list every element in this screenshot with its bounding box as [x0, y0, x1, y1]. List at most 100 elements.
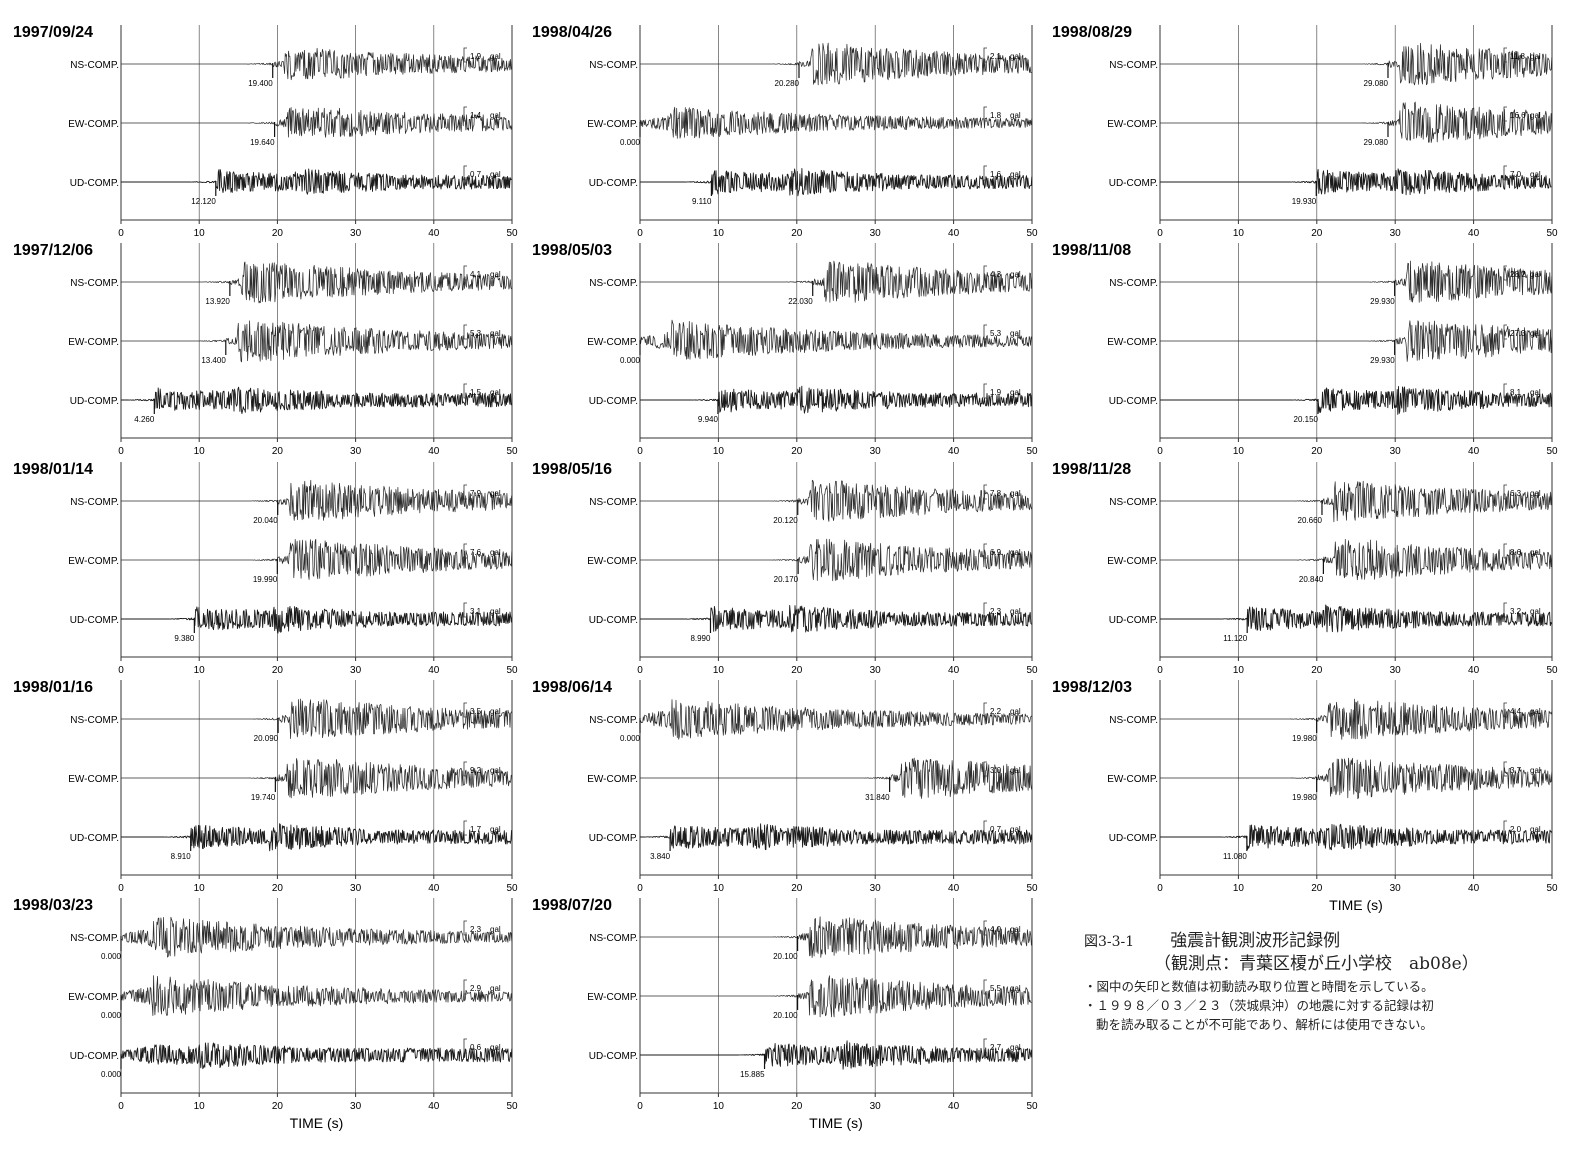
record-panel-1998-08-29: 0 10 20 30 40 50 1998/08/29 NS-COMP. 29.080 11.8 g… [1052, 24, 1558, 239]
caption-note-2: ・１９９８／０３／２３（茨城県沖）の地震に対する記録は初 [1084, 998, 1435, 1013]
ud-scale-value: 2.3 [990, 607, 1002, 616]
ew-scale-bar [983, 543, 987, 559]
ew-scale-value: 6.9 [990, 548, 1002, 557]
ud-scale-bar [1503, 820, 1507, 836]
ns-comp-label: NS-COMP. [70, 60, 119, 71]
ew-scale-unit: gal [490, 766, 501, 775]
x-tick-label: 10 [194, 1101, 206, 1112]
ud-pick-time: 9.940 [698, 415, 719, 424]
ud-pick-time: 9.380 [174, 634, 195, 643]
ew-pick-time: 20.840 [1299, 575, 1324, 584]
ns-waveform [1160, 260, 1553, 303]
ns-pick-time: 20.660 [1298, 516, 1323, 525]
ud-comp-label: UD-COMP. [1109, 396, 1158, 407]
ns-scale-value: 2.2 [990, 707, 1002, 716]
x-tick-label: 50 [506, 228, 518, 239]
x-tick-label: 40 [1468, 665, 1480, 676]
ud-comp-label: UD-COMP. [70, 396, 119, 407]
ew-scale-bar [1503, 761, 1507, 777]
ud-scale-value: 8.1 [1510, 388, 1522, 397]
ew-pick-time: 19.980 [1292, 793, 1317, 802]
ns-scale-unit: gal [1530, 52, 1541, 61]
ns-scale-unit: gal [490, 489, 501, 498]
ud-scale-value: 3.2 [1510, 607, 1522, 616]
x-tick-label: 30 [870, 228, 882, 239]
x-tick-label: 20 [791, 446, 803, 457]
ud-comp-label: UD-COMP. [589, 178, 638, 189]
x-tick-label: 0 [118, 883, 124, 894]
ud-pick-time: 8.990 [690, 634, 711, 643]
x-tick-label: 50 [1026, 1101, 1038, 1112]
x-tick-label: 0 [118, 1101, 124, 1112]
ud-waveform [1160, 604, 1553, 633]
ud-waveform [1160, 168, 1552, 196]
ns-pick-time: 20.100 [773, 952, 798, 961]
ns-scale-value: 28.2 [1510, 270, 1526, 279]
ns-pick-time: 29.930 [1370, 297, 1395, 306]
ew-comp-label: EW-COMP. [587, 992, 638, 1003]
x-tick-label: 50 [1546, 228, 1558, 239]
ns-scale-unit: gal [1010, 925, 1021, 934]
ns-comp-label: NS-COMP. [70, 497, 119, 508]
x-tick-label: 50 [1026, 228, 1038, 239]
x-tick-label: 10 [1233, 446, 1245, 457]
ud-scale-bar [983, 1038, 987, 1054]
x-tick-label: 30 [350, 665, 362, 676]
ud-comp-label: UD-COMP. [589, 1051, 638, 1062]
x-tick-label: 20 [1311, 665, 1323, 676]
x-tick-label: 0 [1157, 883, 1163, 894]
ud-comp-label: UD-COMP. [589, 396, 638, 407]
x-tick-label: 10 [194, 228, 206, 239]
ns-waveform [640, 916, 1032, 958]
ns-pick-time: 0.000 [620, 734, 641, 743]
ns-scale-bar [1503, 484, 1507, 500]
record-panel-1998-11-28: 0 10 20 30 40 50 1998/11/28 NS-COMP. 20.660 6.3 ga… [1052, 461, 1558, 676]
ns-scale-bar [983, 702, 987, 718]
x-tick-label: 40 [428, 883, 440, 894]
ns-waveform [1160, 698, 1553, 740]
x-tick-label: 20 [1311, 883, 1323, 894]
ns-scale-value: 7.8 [990, 489, 1002, 498]
ew-pick-time: 20.100 [773, 1011, 798, 1020]
ud-comp-label: UD-COMP. [1109, 833, 1158, 844]
ud-scale-value: 1.6 [990, 170, 1002, 179]
panel-frame [120, 25, 513, 221]
ns-comp-label: NS-COMP. [589, 278, 638, 289]
ns-pick-time: 19.980 [1292, 734, 1317, 743]
ns-scale-unit: gal [1530, 707, 1541, 716]
ew-scale-bar [463, 761, 467, 777]
x-tick-label: 20 [1311, 228, 1323, 239]
ew-scale-bar [463, 106, 467, 122]
ud-waveform [1160, 385, 1553, 415]
ew-scale-bar [463, 979, 467, 995]
ud-waveform [120, 1042, 513, 1070]
ew-pick-time: 0.000 [101, 1011, 122, 1020]
ns-scale-bar [983, 920, 987, 936]
ns-waveform [121, 698, 513, 739]
ew-comp-label: EW-COMP. [587, 119, 638, 130]
ew-scale-bar [983, 106, 987, 122]
ew-scale-unit: gal [1530, 329, 1541, 338]
record-panel-1998-11-08: 0 10 20 30 40 50 1998/11/08 NS-COMP. 29.930 28.2 g… [1052, 242, 1558, 457]
panel-frame [639, 680, 1033, 876]
ns-scale-value: 7.9 [470, 489, 482, 498]
ew-scale-unit: gal [490, 329, 501, 338]
ew-scale-value: 3.0 [990, 766, 1002, 775]
x-tick-label: 10 [1233, 883, 1245, 894]
ns-scale-bar [463, 702, 467, 718]
ew-comp-label: EW-COMP. [1107, 337, 1158, 348]
ew-comp-label: EW-COMP. [1107, 119, 1158, 130]
ns-pick-time: 20.280 [775, 79, 800, 88]
ew-waveform [1160, 101, 1553, 143]
ns-scale-bar [463, 47, 467, 63]
panel-frame [639, 462, 1033, 658]
ns-comp-label: NS-COMP. [589, 60, 638, 71]
ud-scale-value: 1.7 [470, 825, 482, 834]
ud-scale-unit: gal [490, 170, 501, 179]
ud-waveform [1160, 823, 1553, 851]
caption-note-3: 動を読み取ることが不可能であり、解析には使用できない。 [1096, 1017, 1433, 1032]
ud-scale-value: 0.6 [470, 1043, 482, 1052]
ud-scale-unit: gal [1010, 170, 1021, 179]
record-panel-1997-12-06: 0 10 20 30 40 50 1997/12/06 NS-COMP. 13.920 4.1 ga… [13, 242, 518, 457]
panel-frame [1159, 680, 1553, 876]
